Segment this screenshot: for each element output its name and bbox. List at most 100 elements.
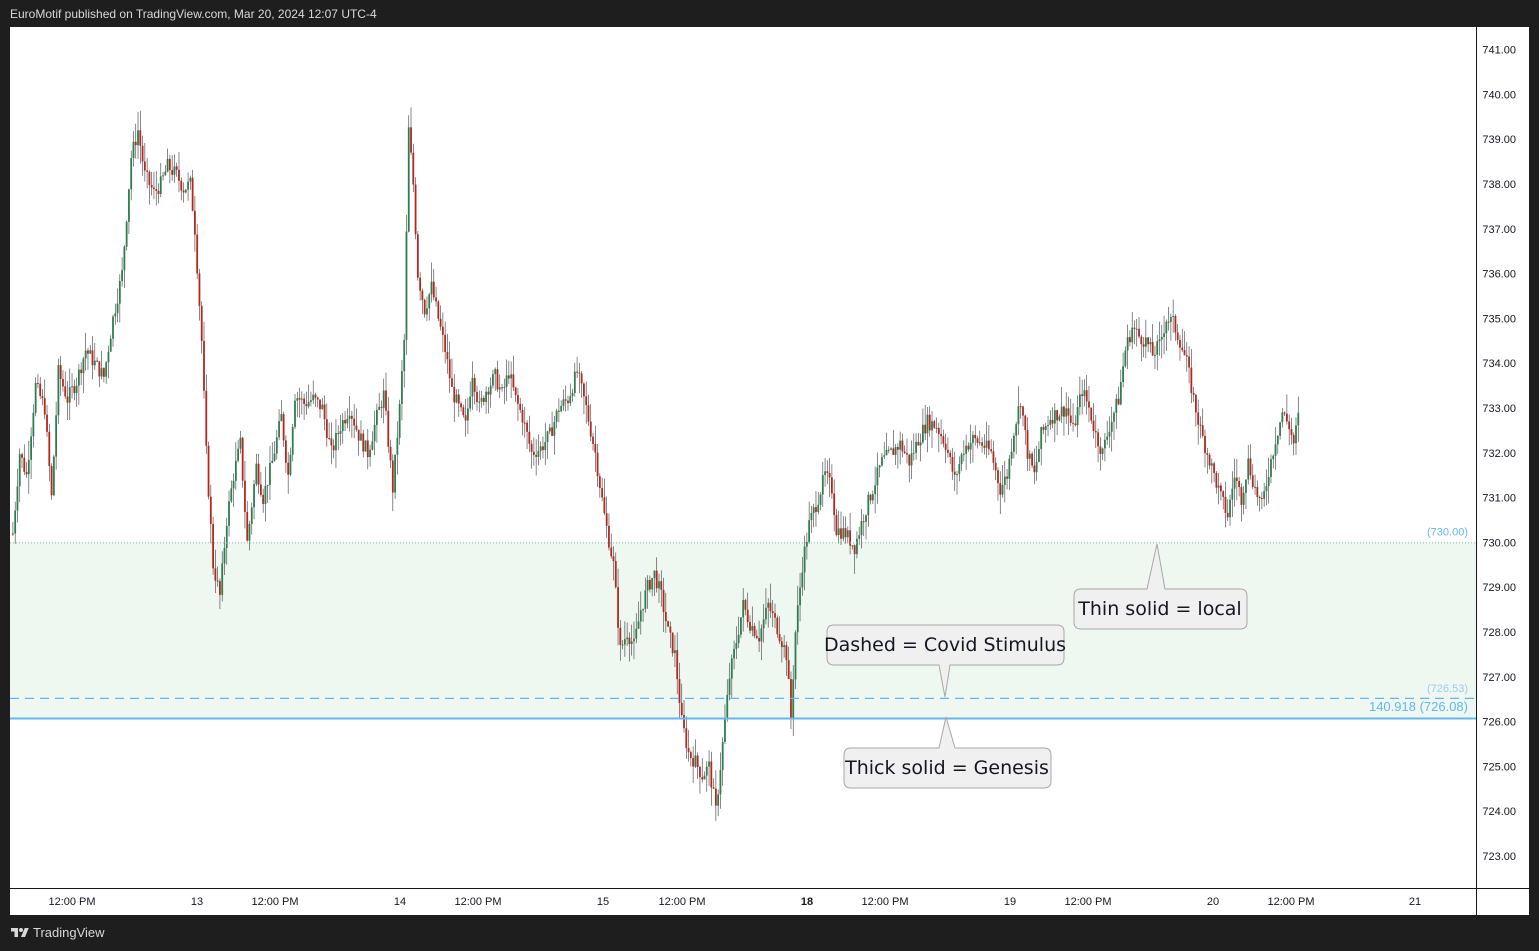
candle-body xyxy=(230,488,233,502)
candle-body xyxy=(510,374,513,379)
candle xyxy=(1031,451,1033,469)
candle xyxy=(842,516,845,542)
candle-body xyxy=(200,305,203,341)
candle xyxy=(168,155,171,184)
candle xyxy=(819,492,822,511)
candle xyxy=(576,357,578,379)
candle xyxy=(733,640,735,670)
candle-body xyxy=(305,404,308,407)
candle xyxy=(143,142,146,182)
candle xyxy=(287,452,290,494)
tradingview-brand[interactable]: TradingView xyxy=(33,925,105,940)
candle xyxy=(116,288,119,323)
candle-body xyxy=(473,377,476,392)
candle xyxy=(931,410,933,449)
candle-body xyxy=(344,420,346,424)
candle xyxy=(310,391,312,407)
candle xyxy=(840,511,842,545)
candle-body xyxy=(401,371,403,404)
candle xyxy=(548,423,551,434)
candle xyxy=(314,392,317,407)
candle-body xyxy=(1272,455,1275,460)
candle-body xyxy=(1051,419,1054,424)
candle-body xyxy=(603,497,606,514)
candle xyxy=(303,393,305,420)
candle-body xyxy=(862,521,865,523)
candle xyxy=(694,739,697,768)
tradingview-logo-icon[interactable] xyxy=(10,926,30,940)
candle xyxy=(128,188,130,235)
time-axis-ticks[interactable]: 12:00 PM 13 12:00 PM 14 12:00 PM 15 12:00 PM 18… xyxy=(48,896,1421,908)
candle-body xyxy=(303,398,305,405)
candle-body xyxy=(1226,512,1229,518)
price-axis[interactable] xyxy=(1476,27,1529,888)
candle-body xyxy=(57,365,60,416)
candle-body xyxy=(1267,477,1270,487)
candle xyxy=(419,272,422,301)
candle xyxy=(366,429,369,470)
candle-body xyxy=(39,383,42,397)
chart-frame[interactable]: (730.00) (726.53) 140.918 (726.08) Thin … xyxy=(10,27,1529,915)
candle xyxy=(1204,429,1206,468)
candle-body xyxy=(1065,408,1068,417)
candle-body xyxy=(168,158,171,171)
candle-body xyxy=(455,394,458,403)
candle-body xyxy=(364,440,367,452)
candle xyxy=(473,373,476,405)
candle xyxy=(216,566,219,587)
candle-body xyxy=(742,599,745,618)
candle-body xyxy=(765,607,767,620)
candle xyxy=(1129,330,1131,347)
candle xyxy=(52,454,55,497)
candle xyxy=(1097,428,1099,463)
candle xyxy=(724,704,726,745)
candle-body xyxy=(52,456,55,496)
candle-body xyxy=(1053,410,1056,424)
candle-body xyxy=(155,189,158,191)
candle-body xyxy=(376,409,378,425)
candle-body xyxy=(350,415,353,419)
candle-body xyxy=(933,421,936,428)
price-tick-label: 730.00 xyxy=(1482,537,1516,549)
candle-body xyxy=(924,424,927,434)
candle xyxy=(924,404,927,441)
candle-body xyxy=(523,422,526,424)
candle-body xyxy=(68,387,71,403)
candle xyxy=(1165,319,1168,352)
candle-body xyxy=(423,300,426,315)
candle xyxy=(1279,421,1281,440)
candle-body xyxy=(548,427,551,432)
candle xyxy=(398,399,401,445)
candle xyxy=(12,522,14,536)
callout-covid[interactable]: Dashed = Covid Stimulus xyxy=(824,624,1066,698)
candlestick-chart[interactable]: (730.00) (726.53) 140.918 (726.08) Thin … xyxy=(10,27,1529,915)
candle-body xyxy=(98,361,101,377)
candle-body xyxy=(803,546,806,573)
candle-body xyxy=(419,277,422,291)
candle xyxy=(962,440,965,462)
candle xyxy=(84,332,87,371)
callout-local[interactable]: Thin solid = local xyxy=(1073,543,1248,630)
candle-body xyxy=(1151,341,1154,356)
candle xyxy=(255,453,258,487)
candle xyxy=(1147,337,1150,353)
candle xyxy=(139,110,142,164)
candle xyxy=(958,456,961,482)
candle xyxy=(1242,486,1245,515)
candle-body xyxy=(166,158,169,172)
price-tick-label: 735.00 xyxy=(1482,313,1516,325)
candle xyxy=(849,512,851,555)
candle-body xyxy=(180,180,183,191)
candle xyxy=(580,371,583,398)
candle-body xyxy=(476,391,478,403)
candle-body xyxy=(139,130,142,146)
candle xyxy=(492,369,494,389)
candle xyxy=(123,245,126,288)
candle xyxy=(1238,476,1241,497)
candle xyxy=(89,344,92,355)
callout-genesis[interactable]: Thick solid = Genesis xyxy=(843,716,1052,789)
candle xyxy=(758,620,760,653)
candle-body xyxy=(596,452,599,477)
candle xyxy=(405,214,408,355)
candle xyxy=(1174,314,1177,341)
